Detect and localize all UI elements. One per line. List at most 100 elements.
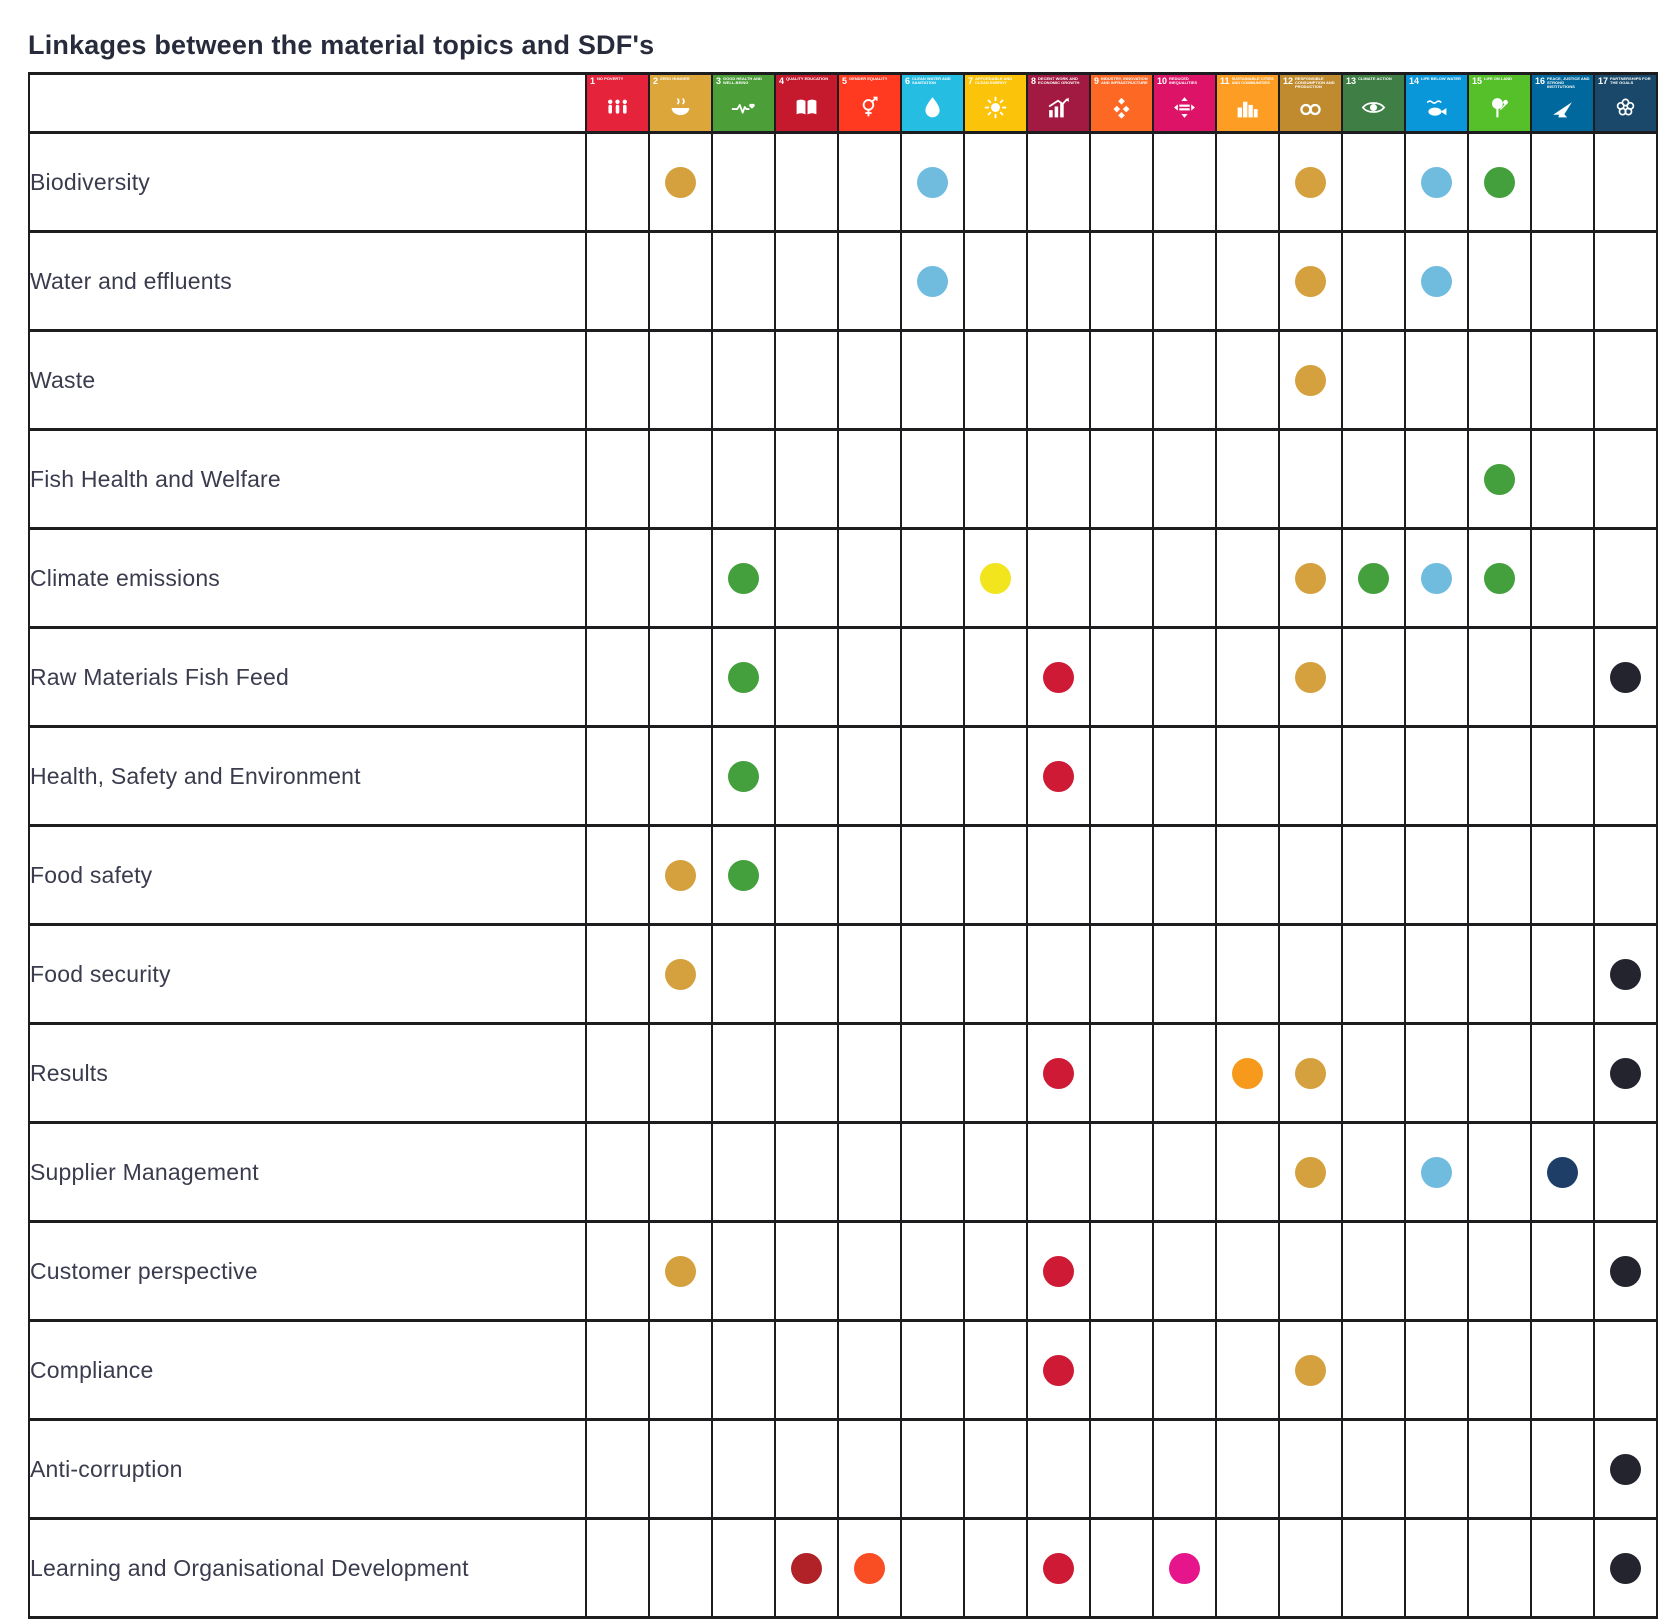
linkage-cell [648, 131, 713, 233]
linkage-cell [837, 923, 902, 1025]
sdg-number: 2 [653, 76, 659, 86]
linkage-cell [963, 1517, 1028, 1619]
sdg-column-header-17: 17 Partnerships for the Goals [1593, 72, 1658, 134]
sdg-number: 17 [1598, 76, 1609, 86]
linkage-cell [1404, 1517, 1469, 1619]
linkage-cell [837, 1319, 902, 1421]
topic-row: Biodiversity [28, 131, 1658, 233]
fish-icon [1406, 86, 1467, 131]
linkage-cell [1089, 923, 1154, 1025]
linkage-dot [1232, 1057, 1263, 1089]
sdg-column-header-10: 10 Reduced Inequalities [1152, 72, 1217, 134]
linkage-cell [1530, 626, 1595, 728]
linkage-cell [1152, 230, 1217, 332]
topic-label: Supplier Management [28, 1121, 587, 1223]
linkage-cell [1593, 923, 1658, 1025]
sdg-tile: 11 Sustainable Cities and Communities [1217, 75, 1278, 131]
linkage-cell [585, 1418, 650, 1520]
linkage-dot [1295, 166, 1326, 198]
linkage-cell [1215, 1220, 1280, 1322]
sdg-header-row: 1 No Poverty 2 Zero Hunger 3 Good Health and … [28, 72, 1658, 134]
book-icon [776, 86, 837, 131]
linkage-cell [648, 923, 713, 1025]
linkage-cell [1341, 1121, 1406, 1223]
sdg-tile: 5 Gender Equality [839, 75, 900, 131]
linkage-cell [1152, 329, 1217, 431]
linkage-cell [1089, 230, 1154, 332]
linkage-cell [1089, 428, 1154, 530]
linkage-cell [774, 1319, 839, 1421]
linkage-cell [963, 626, 1028, 728]
linkage-dot [665, 166, 696, 198]
linkage-cell [711, 1121, 776, 1223]
linkage-cell [1467, 824, 1532, 926]
linkage-cell [1278, 725, 1343, 827]
linkage-cell [1278, 1418, 1343, 1520]
sdg-tile: 15 Life on Land [1469, 75, 1530, 131]
linkage-cell [900, 1121, 965, 1223]
linkage-cell [1341, 1022, 1406, 1124]
rings-icon [1595, 86, 1656, 131]
linkage-cell [1467, 329, 1532, 431]
linkage-dot [665, 859, 696, 891]
linkage-cell [837, 824, 902, 926]
linkage-cell [963, 1418, 1028, 1520]
linkage-cell [711, 1220, 776, 1322]
linkage-cell [1089, 1220, 1154, 1322]
linkage-cell [963, 1022, 1028, 1124]
linkage-cell [1341, 131, 1406, 233]
linkage-cell [1152, 131, 1217, 233]
topic-row: Food safety [28, 824, 1658, 926]
linkage-cell [1278, 131, 1343, 233]
equality-icon [1154, 86, 1215, 131]
linkage-dot [728, 760, 759, 792]
sdg-tile-head: 5 Gender Equality [839, 75, 900, 86]
linkage-cell [1467, 725, 1532, 827]
linkage-dot [917, 166, 948, 198]
linkage-cell [648, 1319, 713, 1421]
topic-label: Waste [28, 329, 587, 431]
topic-row: Waste [28, 329, 1658, 431]
linkage-cell [900, 923, 965, 1025]
sdg-tile: 17 Partnerships for the Goals [1595, 75, 1656, 131]
linkage-cell [1215, 1121, 1280, 1223]
linkage-cell [1593, 1319, 1658, 1421]
linkage-cell [1026, 1517, 1091, 1619]
linkage-cell [1530, 1022, 1595, 1124]
linkage-cell [1152, 1121, 1217, 1223]
linkage-cell [585, 1517, 650, 1619]
linkage-cell [1215, 824, 1280, 926]
linkage-cell [1152, 626, 1217, 728]
linkage-cell [1026, 824, 1091, 926]
linkage-cell [1215, 1022, 1280, 1124]
linkage-dot [917, 265, 948, 297]
linkage-cell [711, 1418, 776, 1520]
linkage-cell [1152, 824, 1217, 926]
linkage-cell [774, 1418, 839, 1520]
linkage-dot [854, 1552, 885, 1584]
sdg-title: Partnerships for the Goals [1610, 77, 1651, 86]
linkage-cell [774, 131, 839, 233]
linkage-cell [1341, 527, 1406, 629]
linkage-cell [774, 1220, 839, 1322]
linkage-cell [1278, 1517, 1343, 1619]
sdg-tile: 12 Responsible Consumption and Production [1280, 75, 1341, 131]
linkage-cell [1467, 1319, 1532, 1421]
sdg-tile-head: 2 Zero Hunger [650, 75, 711, 86]
linkage-cell [1341, 428, 1406, 530]
linkage-cell [1404, 329, 1469, 431]
linkage-cell [837, 329, 902, 431]
linkage-cell [1593, 527, 1658, 629]
linkage-cell [648, 824, 713, 926]
linkage-cell [1341, 824, 1406, 926]
linkage-dot [1610, 958, 1641, 990]
linkage-cell [1278, 1022, 1343, 1124]
sdg-column-header-6: 6 Clean Water and Sanitation [900, 72, 965, 134]
linkage-cell [1278, 329, 1343, 431]
linkage-cell [585, 428, 650, 530]
linkage-cell [1026, 230, 1091, 332]
sdg-title: Peace, Justice and Strong Institutions [1547, 77, 1590, 90]
topic-label: Results [28, 1022, 587, 1124]
topic-row: Water and effluents [28, 230, 1658, 332]
linkage-cell [585, 824, 650, 926]
